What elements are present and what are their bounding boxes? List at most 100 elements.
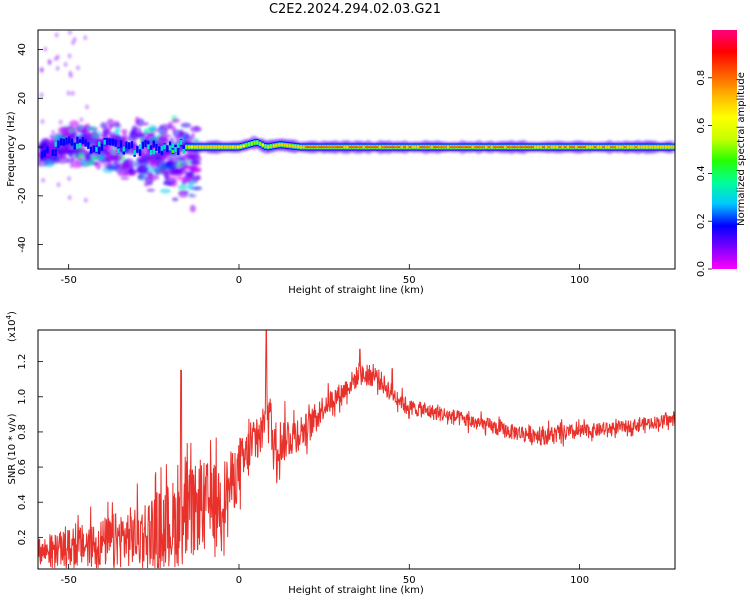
spectrogram-blob (146, 188, 155, 192)
spectrogram-blob (75, 65, 80, 71)
spectrogram-ridge-segment (416, 145, 420, 149)
spectrogram-ridge-segment (471, 145, 474, 149)
spectrogram-x-tick-label: 100 (570, 275, 589, 286)
spectrogram-ridge-segment (580, 146, 583, 148)
spectrogram-ridge-segment (476, 146, 480, 148)
spectrogram-blob (67, 53, 72, 59)
spectrogram-ridge-segment (242, 144, 245, 147)
spectrogram-blob (85, 136, 94, 143)
spectrogram-y-tick-label: 20 (17, 92, 28, 105)
spectrogram-ridge-segment (460, 146, 463, 148)
spectrogram-ridge-segment (179, 139, 183, 145)
snr-x-axis: -50 0 50 100 (60, 564, 589, 586)
spectrogram-ridge-segment (190, 145, 194, 149)
spectrogram-blob (189, 154, 199, 164)
spectrogram-ridge-segment (155, 144, 158, 152)
spectrogram-blob (168, 121, 174, 129)
spectrogram-ridge-segment (561, 145, 564, 149)
spectrogram-ridge-segment (59, 138, 63, 146)
spectrogram-ridge-segment (280, 143, 284, 146)
spectrogram-ridge-segment (335, 146, 338, 148)
spectrogram-blob (148, 132, 155, 137)
spectrogram-blob (183, 165, 196, 171)
spectrogram-ridge-segment (149, 149, 153, 155)
spectrogram-ridge-segment (160, 145, 164, 151)
spectrogram-ridge-segment (425, 146, 428, 148)
spectrogram-blob (57, 126, 70, 135)
spectrogram-ridge-segment (444, 146, 447, 148)
spectrogram-ridge-segment (553, 145, 556, 149)
spectrogram-ridge-segment (370, 146, 373, 148)
spectrogram-blob (147, 181, 153, 186)
spectrogram-ridge-segment (98, 147, 101, 155)
spectrogram-ridge-segment (307, 146, 311, 148)
spectrogram-blob (141, 171, 154, 176)
colorbar-tick-label: 0.6 (696, 118, 707, 134)
spectrogram-blob (180, 122, 192, 128)
spectrogram-ridge-segment (512, 146, 515, 148)
spectrogram-ridge-segment (234, 145, 237, 149)
spectrogram-blob (47, 58, 52, 64)
spectrogram-panel: -50 0 50 100 -40 -20 0 20 40 Height of straight… (6, 29, 676, 296)
spectrogram-blob (39, 66, 44, 72)
spectrogram-blob (136, 164, 148, 174)
spectrogram-ridge-segment (269, 144, 273, 149)
spectrogram-ridge-segment (632, 145, 635, 149)
spectrogram-ridge-segment (386, 146, 390, 148)
colorbar-tick-label: 0.0 (696, 261, 707, 277)
spectrogram-ridge-segment (400, 145, 403, 149)
spectrogram-blob (159, 188, 172, 194)
spectrogram-x-tick-label: -50 (60, 275, 76, 286)
spectrogram-blob (147, 174, 160, 181)
spectrogram-ridge-segment (566, 145, 570, 149)
spectrogram-ridge-segment (558, 146, 561, 148)
spectrogram-blob (58, 119, 63, 125)
spectrogram-ridge-segment (384, 146, 387, 148)
spectrogram-ridge-segment (340, 146, 343, 148)
spectrogram-ridge-segment (264, 144, 267, 149)
colorbar-tick-label: 0.8 (696, 70, 707, 86)
spectrogram-ridge-segment (54, 149, 57, 157)
spectrogram-ridge-segment (591, 145, 594, 149)
spectrogram-ridge-segment (296, 145, 300, 148)
spectrogram-ridge-segment (291, 144, 294, 148)
spectrogram-ridge-segment (375, 146, 379, 148)
spectrogram-ridge-segment (389, 146, 393, 148)
spectrogram-blob (151, 152, 161, 159)
snr-y-tick-label: 0.2 (17, 529, 28, 545)
spectrogram-ridge-segment (226, 145, 229, 149)
spectrogram-ridge-segment (539, 145, 542, 149)
spectrogram-ridge-segment (329, 146, 333, 148)
spectrogram-blob (66, 90, 71, 96)
spectrogram-ridge-segment (547, 146, 551, 148)
spectrogram-y-tick-label: -40 (17, 236, 28, 252)
spectrogram-ridge-segment (673, 145, 675, 149)
spectrogram-ridge-segment (157, 146, 161, 154)
spectrogram-ridge-segment (623, 146, 627, 148)
spectrogram-ridge-segment (577, 146, 581, 148)
spectrogram-blob (163, 128, 168, 135)
spectrogram-blob (177, 184, 188, 191)
spectrogram-blob (69, 128, 74, 133)
spectrogram-blob (109, 132, 117, 138)
spectrogram-ridge-segment (525, 146, 529, 148)
snr-multiplier: (x104) (5, 311, 18, 342)
spectrogram-ridge-segment (152, 149, 155, 155)
spectrogram-ridge-segment (321, 146, 324, 148)
spectrogram-ridge-segment (446, 145, 450, 149)
chart-title: C2E2.2024.294.02.03.G21 (268, 2, 442, 17)
spectrogram-ridge-segment (438, 146, 442, 148)
spectrogram-blob (134, 116, 140, 125)
spectrogram-ridge-segment (487, 146, 491, 148)
spectrogram-blob (40, 119, 45, 125)
spectrogram-ridge-segment (452, 146, 455, 148)
spectrogram-blob (103, 126, 109, 134)
spectrogram-ridge-segment (569, 146, 572, 148)
spectrogram-ridge-segment (245, 143, 248, 147)
spectrogram-ridge-segment (411, 145, 414, 149)
spectrogram-ridge-segment (76, 136, 79, 144)
spectrogram-blob (145, 156, 152, 161)
spectrogram-ridge-segment (283, 144, 286, 147)
spectrogram-ridge-segment (656, 145, 660, 149)
spectrogram-ridge-segment (266, 145, 270, 148)
